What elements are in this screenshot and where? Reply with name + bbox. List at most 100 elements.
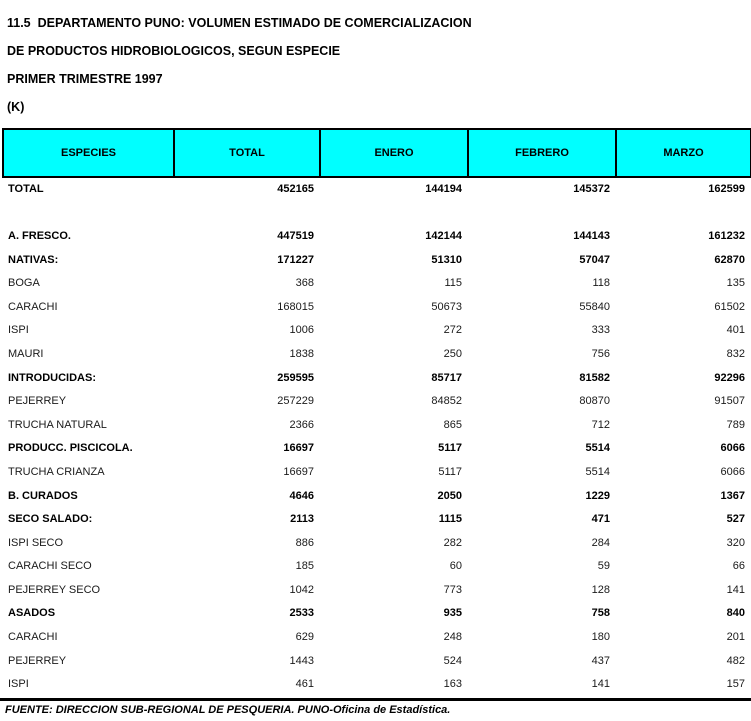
species-label: MAURI xyxy=(8,347,44,360)
value-cell: 66 xyxy=(732,560,745,573)
table-row xyxy=(3,201,751,225)
value-cell: 157 xyxy=(726,678,745,691)
value-cell: 57047 xyxy=(579,253,610,266)
value-cell: 91507 xyxy=(714,395,745,408)
species-label: TOTAL xyxy=(8,183,44,196)
value-cell: 84852 xyxy=(431,395,462,408)
value-cell: 1006 xyxy=(289,324,314,337)
value-cell: 2366 xyxy=(289,418,314,431)
value-cell: 161232 xyxy=(708,229,745,242)
value-cell: 5117 xyxy=(438,465,462,478)
table-row: ISPI 1006 272 333 401 xyxy=(3,319,751,343)
value-cell: 92296 xyxy=(714,371,745,384)
table-row: ASADOS 2533 935 758 840 xyxy=(3,602,751,626)
table-row: CARACHI 629 248 180 201 xyxy=(3,625,751,649)
bottom-divider xyxy=(0,698,751,702)
value-cell: 2113 xyxy=(290,513,314,526)
value-cell: 527 xyxy=(726,513,745,526)
species-label: ISPI xyxy=(8,324,29,337)
value-cell: 163 xyxy=(443,678,462,691)
value-cell: 447519 xyxy=(277,229,314,242)
table-row: SECO SALADO: 2113 1115 471 527 xyxy=(3,507,751,531)
value-cell: 180 xyxy=(591,631,610,644)
value-cell: 250 xyxy=(443,347,462,360)
value-cell: 6066 xyxy=(720,465,745,478)
value-cell: 141 xyxy=(726,583,745,596)
period-line: PRIMER TRIMESTRE 1997 xyxy=(7,72,163,86)
table-row: PEJERREY SECO 1042 773 128 141 xyxy=(3,578,751,602)
column-header-especies: ESPECIES xyxy=(2,128,175,178)
source-note: FUENTE: DIRECCION SUB-REGIONAL DE PESQUE… xyxy=(5,704,451,717)
value-cell: 437 xyxy=(591,654,610,667)
value-cell: 60 xyxy=(449,560,462,573)
species-label: TRUCHA CRIANZA xyxy=(8,465,105,478)
value-cell: 1367 xyxy=(720,489,745,502)
value-cell: 80870 xyxy=(579,395,610,408)
table-row: ISPI 461 163 141 157 xyxy=(3,672,751,696)
value-cell: 789 xyxy=(726,418,745,431)
value-cell: 282 xyxy=(443,536,462,549)
value-cell: 115 xyxy=(444,277,462,290)
value-cell: 832 xyxy=(726,347,745,360)
value-cell: 128 xyxy=(591,583,610,596)
species-label: CARACHI xyxy=(8,631,58,644)
value-cell xyxy=(174,201,320,225)
page-subtitle: DE PRODUCTOS HIDROBIOLOGICOS, SEGUN ESPE… xyxy=(7,44,341,58)
value-cell: 482 xyxy=(726,654,745,667)
value-cell: 135 xyxy=(726,277,745,290)
table-row: TRUCHA CRIANZA 16697 5117 5514 6066 xyxy=(3,460,751,484)
value-cell: 1115 xyxy=(438,513,462,526)
value-cell: 629 xyxy=(295,631,314,644)
value-cell: 5514 xyxy=(585,465,610,478)
species-label: CARACHI xyxy=(8,300,58,313)
value-cell: 5514 xyxy=(585,442,610,455)
value-cell xyxy=(616,201,751,225)
species-label: ASADOS xyxy=(8,607,56,620)
unit-line: (K) xyxy=(7,100,25,114)
value-cell: 2050 xyxy=(437,489,462,502)
value-cell xyxy=(320,201,468,225)
value-cell: 5117 xyxy=(438,442,462,455)
table-row: PEJERREY 1443 524 437 482 xyxy=(3,649,751,673)
table-row: CARACHI 168015 50673 55840 61502 xyxy=(3,295,751,319)
table-row: A. FRESCO. 447519 142144 144143 161232 xyxy=(3,224,751,248)
value-cell: 59 xyxy=(597,560,610,573)
species-label: PRODUCC. PISCICOLA. xyxy=(8,442,133,455)
table-body: TOTAL 452165 144194 145372 162599 A. FRESCO. 4… xyxy=(3,177,751,696)
value-cell: 6066 xyxy=(720,442,745,455)
value-cell: 141 xyxy=(591,678,610,691)
species-label: SECO SALADO: xyxy=(8,513,93,526)
species-label: A. FRESCO. xyxy=(8,229,71,242)
value-cell: 201 xyxy=(726,631,745,644)
value-cell: 272 xyxy=(443,324,462,337)
value-cell: 758 xyxy=(591,607,610,620)
table-row: CARACHI SECO 185 60 59 66 xyxy=(3,555,751,579)
value-cell: 865 xyxy=(443,418,462,431)
value-cell: 171227 xyxy=(277,253,314,266)
value-cell: 248 xyxy=(443,631,462,644)
table-header: ESPECIES TOTAL ENERO FEBRERO MARZO xyxy=(2,128,751,178)
value-cell: 259595 xyxy=(277,371,314,384)
value-cell: 4646 xyxy=(289,489,314,502)
value-cell: 16697 xyxy=(283,442,314,455)
value-cell: 142144 xyxy=(425,229,462,242)
value-cell: 1042 xyxy=(289,583,314,596)
value-cell: 144143 xyxy=(573,229,610,242)
table-row: ISPI SECO 886 282 284 320 xyxy=(3,531,751,555)
value-cell: 320 xyxy=(726,536,745,549)
value-cell: 62870 xyxy=(714,253,745,266)
value-cell: 51310 xyxy=(431,253,462,266)
species-label: ISPI xyxy=(8,678,29,691)
value-cell xyxy=(468,201,616,225)
value-cell: 50673 xyxy=(431,300,462,313)
value-cell: 2533 xyxy=(289,607,314,620)
column-header-enero: ENERO xyxy=(319,128,469,178)
table-row: BOGA 368 115 118 135 xyxy=(3,271,751,295)
value-cell: 81582 xyxy=(579,371,610,384)
species-label: NATIVAS: xyxy=(8,253,59,266)
value-cell: 452165 xyxy=(277,183,314,196)
value-cell: 85717 xyxy=(431,371,462,384)
value-cell: 144194 xyxy=(425,183,462,196)
page-title: 11.5 DEPARTAMENTO PUNO: VOLUMEN ESTIMADO… xyxy=(7,16,472,30)
